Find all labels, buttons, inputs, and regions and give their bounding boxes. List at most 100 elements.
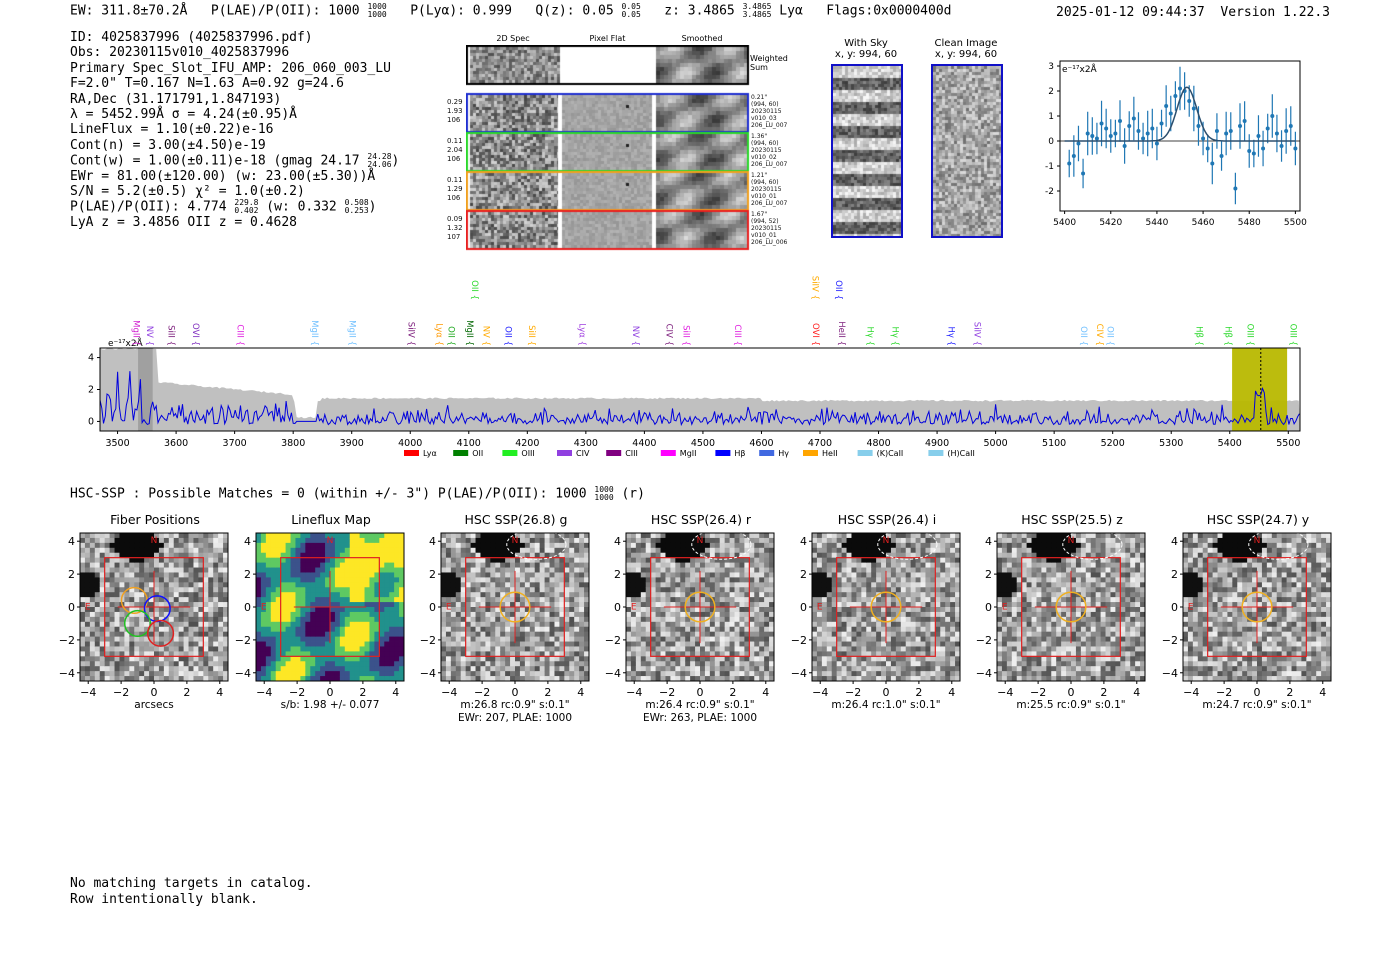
hsc-pixel	[729, 641, 735, 647]
hsc-pixel	[475, 636, 481, 642]
spec-xtick-label: 5300	[1159, 438, 1183, 449]
hsc-pixel	[460, 547, 467, 554]
hsc-pixel	[389, 671, 395, 677]
hsc-pixel	[394, 607, 400, 613]
hsc-pixel	[379, 537, 385, 544]
hsc-pixel	[168, 547, 175, 554]
hsc-pixel	[744, 661, 750, 667]
hsc-pixel	[80, 631, 86, 637]
hsc-pixel	[379, 577, 385, 583]
hsc-pixel	[114, 567, 120, 573]
hsc-pixel	[89, 592, 96, 598]
hsc-pixel	[841, 646, 847, 652]
hsc-pixel	[670, 626, 676, 633]
hsc-pixel	[695, 562, 701, 568]
hsc-pixel	[99, 537, 106, 544]
hsc-pixel	[260, 646, 267, 652]
hsc-pixel	[104, 562, 110, 568]
hsc-suffix: (r)	[621, 486, 645, 502]
hsc-pixel	[876, 547, 882, 554]
hsc-pixel	[89, 542, 96, 549]
hsc-pixel	[119, 552, 125, 559]
hsc-pixel	[193, 626, 199, 633]
hsc-pixel	[910, 636, 916, 642]
hsc-pixel	[910, 621, 916, 628]
hsc-pixel	[344, 646, 351, 652]
hsc-pixel	[940, 582, 946, 588]
legend-swatch	[759, 450, 775, 456]
emission-line-label: NV {	[630, 326, 640, 346]
hsc-pixel	[495, 646, 501, 652]
hsc-pixel	[315, 631, 321, 637]
hsc-pixel	[460, 567, 467, 573]
fit-data-point	[1219, 154, 1224, 158]
hsc-pixel	[344, 547, 351, 554]
hsc-pixel	[821, 597, 828, 603]
hsc-pixel	[554, 552, 560, 559]
hsc-pixel	[109, 651, 115, 657]
hsc-pixel	[626, 671, 632, 677]
hsc-pixel	[475, 592, 481, 598]
hsc-pixel	[744, 636, 750, 642]
hsc-pixel	[208, 646, 214, 652]
hsc-pixel	[569, 671, 575, 677]
hsc-pixel	[650, 537, 656, 544]
hsc-pixel	[320, 661, 326, 667]
hsc-pixel	[114, 671, 120, 677]
hsc-pixel	[826, 611, 833, 618]
hsc-pixel	[154, 587, 160, 593]
hsc-pixel	[515, 641, 521, 647]
hsc-pixel	[626, 636, 632, 642]
hsc-pixel	[574, 562, 580, 568]
hsc-pixel	[861, 641, 867, 647]
hsc-pixel	[759, 537, 765, 544]
hsc-pixel	[124, 533, 130, 539]
hsc-pixel	[866, 641, 872, 647]
hsc-pixel	[812, 676, 818, 682]
hsc-pixel	[836, 597, 842, 603]
hsc-pixel	[394, 582, 400, 588]
hsc-pixel	[534, 621, 541, 628]
hsc-pixel	[344, 562, 351, 568]
hsc-pixel	[955, 676, 961, 682]
hsc-pixel	[374, 666, 380, 672]
hsc-pixel	[394, 656, 400, 662]
hsc-pixel	[660, 547, 666, 554]
hsc-pixel	[270, 572, 277, 578]
hsc-pixel	[223, 621, 229, 628]
hsc-pixel	[886, 557, 892, 563]
hsc-pixel	[364, 572, 370, 578]
hsc-pixel	[665, 572, 671, 578]
hsc-pixel	[655, 587, 661, 593]
hsc-pixel	[950, 592, 956, 598]
hsc-pixel	[465, 552, 471, 559]
hsc-pixel	[584, 587, 590, 593]
hsc-pixel	[394, 621, 400, 628]
hsc-pixel	[280, 542, 286, 549]
hsc-pixel	[816, 577, 823, 583]
hsc-pixel	[470, 671, 476, 677]
hsc-pixel	[729, 616, 735, 623]
hsc-pixel	[359, 537, 365, 544]
hsc-pixel	[163, 621, 170, 628]
hsc-pixel	[569, 641, 575, 647]
hsc-pixel	[841, 607, 847, 613]
hsc-pixel	[821, 567, 828, 573]
hsc-pixel	[524, 636, 531, 642]
hsc-pixel	[104, 592, 110, 598]
hsc-pixel	[630, 666, 637, 672]
hsc-pixel	[930, 676, 936, 682]
hsc-pixel	[890, 533, 897, 539]
hsc-pixel	[915, 602, 921, 608]
hsc-pixel	[826, 607, 833, 613]
hsc-pixel	[290, 661, 296, 667]
hsc-pixel	[129, 616, 135, 623]
hsc-pixel	[714, 636, 721, 642]
hsc-pixel	[173, 547, 180, 554]
hsc-pixel	[450, 547, 457, 554]
hsc-pixel	[109, 547, 115, 554]
hsc-pixel	[519, 587, 526, 593]
hsc-pixel	[846, 533, 852, 539]
hsc-pixel	[744, 562, 750, 568]
hsc-pixel	[846, 562, 852, 568]
